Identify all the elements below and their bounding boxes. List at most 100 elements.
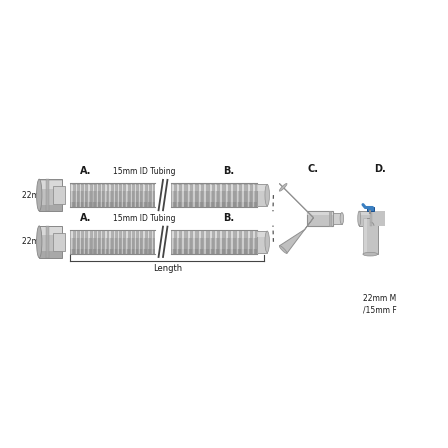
Bar — [132, 183, 134, 207]
Bar — [307, 211, 332, 226]
Bar — [113, 229, 115, 254]
Bar — [258, 185, 267, 191]
Ellipse shape — [363, 252, 378, 256]
Bar — [153, 229, 155, 254]
Bar — [370, 211, 385, 226]
Bar — [171, 202, 258, 207]
Bar — [121, 229, 123, 254]
Bar — [124, 229, 125, 254]
Bar — [198, 229, 200, 254]
Bar — [176, 183, 178, 207]
Polygon shape — [280, 218, 314, 253]
Bar — [129, 229, 132, 254]
Bar — [225, 183, 227, 207]
Bar — [39, 228, 62, 236]
Bar — [206, 183, 209, 207]
Bar — [171, 183, 173, 207]
Bar — [86, 183, 87, 207]
Bar — [134, 183, 136, 207]
Bar — [136, 229, 138, 254]
Bar — [190, 229, 192, 254]
Bar — [181, 183, 184, 207]
Bar — [70, 232, 155, 237]
Bar — [149, 183, 151, 207]
Bar — [258, 231, 267, 253]
Bar — [179, 229, 181, 254]
Bar — [75, 229, 77, 254]
Bar — [233, 183, 236, 207]
Bar — [153, 183, 155, 207]
Text: 22mm F: 22mm F — [22, 190, 52, 199]
Bar — [100, 183, 102, 207]
Bar — [209, 229, 211, 254]
Bar — [255, 183, 258, 207]
Bar — [222, 183, 225, 207]
Bar — [236, 183, 238, 207]
Bar — [192, 183, 195, 207]
Bar — [230, 183, 233, 207]
Bar — [246, 229, 249, 254]
Bar — [222, 229, 225, 254]
Bar — [329, 211, 331, 226]
Bar — [228, 183, 230, 207]
Bar — [124, 183, 125, 207]
Bar — [145, 183, 146, 207]
Bar — [94, 183, 96, 207]
Bar — [185, 183, 187, 207]
Bar — [134, 229, 136, 254]
Bar — [217, 183, 220, 207]
Bar — [195, 229, 198, 254]
Bar — [102, 183, 104, 207]
Bar — [171, 232, 258, 237]
Bar — [250, 183, 252, 207]
Ellipse shape — [265, 184, 269, 206]
Bar — [79, 229, 81, 254]
Bar — [75, 183, 77, 207]
Bar — [140, 183, 142, 207]
Bar — [142, 229, 144, 254]
Bar — [115, 183, 117, 207]
Bar — [211, 183, 214, 207]
Bar — [107, 229, 108, 254]
Bar — [250, 229, 252, 254]
Ellipse shape — [37, 226, 42, 258]
Bar — [176, 229, 178, 254]
Bar — [239, 183, 241, 207]
Bar — [211, 229, 214, 254]
Bar — [128, 183, 129, 207]
Bar — [185, 229, 187, 254]
Bar — [91, 229, 94, 254]
Bar — [70, 183, 155, 207]
Bar — [108, 183, 110, 207]
Bar — [359, 211, 378, 226]
Bar — [128, 229, 129, 254]
Bar — [246, 183, 249, 207]
Bar — [203, 229, 206, 254]
Ellipse shape — [358, 211, 361, 226]
Text: B.: B. — [223, 213, 234, 223]
Bar — [171, 183, 258, 207]
Bar — [220, 183, 222, 207]
Bar — [171, 229, 173, 254]
Bar — [252, 229, 254, 254]
Bar — [244, 229, 246, 254]
Bar — [73, 229, 75, 254]
Bar — [94, 229, 96, 254]
Bar — [258, 232, 267, 237]
Bar — [108, 229, 110, 254]
Bar — [77, 183, 79, 207]
Bar — [228, 229, 230, 254]
Bar — [149, 229, 151, 254]
Bar — [77, 229, 79, 254]
Bar — [39, 205, 62, 211]
Bar — [87, 229, 89, 254]
Bar — [214, 229, 216, 254]
Bar — [119, 229, 121, 254]
Bar — [233, 229, 236, 254]
Text: Length: Length — [153, 264, 182, 273]
Text: C.: C. — [307, 164, 319, 174]
Bar — [121, 183, 123, 207]
Bar — [117, 183, 119, 207]
Bar — [107, 183, 108, 207]
Bar — [179, 183, 181, 207]
